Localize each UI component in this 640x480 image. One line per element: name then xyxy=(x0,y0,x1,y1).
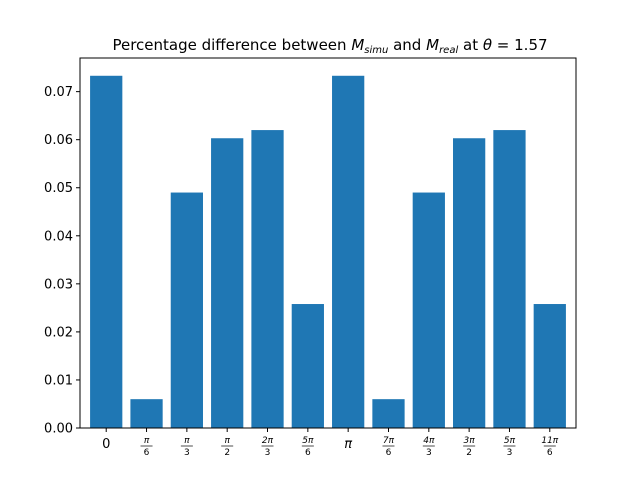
title-m2-sub: real xyxy=(439,45,458,56)
bar-0 xyxy=(90,75,123,428)
y-tick-label-5: 0.05 xyxy=(44,181,73,196)
bars-group xyxy=(90,75,566,428)
x-tick-numerator-10: 5π xyxy=(504,436,516,446)
x-tick-numerator-4: 2π xyxy=(262,436,274,446)
bar-11 xyxy=(533,304,566,428)
title-m1: M xyxy=(351,36,364,54)
x-tick-label-1: π6 xyxy=(140,436,153,458)
x-tick-numerator-5: 5π xyxy=(302,436,314,446)
title-prefix: Percentage difference between xyxy=(112,36,351,54)
x-tick-denominator-5: 6 xyxy=(305,448,311,458)
x-tick-label-9: 3π2 xyxy=(463,436,475,458)
x-tick-label-7: 7π6 xyxy=(382,436,395,458)
y-tick-label-2: 0.02 xyxy=(44,325,73,340)
x-tick-label-8: 4π3 xyxy=(422,436,435,458)
bar-1 xyxy=(130,399,163,428)
y-axis: 0.00 0.01 0.02 0.03 0.04 0.05 0.06 0.07 xyxy=(44,85,80,437)
x-tick-label-6: π xyxy=(344,437,352,452)
y-tick-label-7: 0.07 xyxy=(44,85,73,100)
x-tick-numerator-2: π xyxy=(184,436,190,446)
bar-8 xyxy=(412,192,445,428)
x-tick-label-2: π3 xyxy=(180,436,193,458)
y-tick-label-4: 0.04 xyxy=(44,229,73,244)
bar-10 xyxy=(493,130,526,428)
x-tick-denominator-1: 6 xyxy=(144,448,150,458)
bar-6 xyxy=(332,75,365,428)
x-tick-denominator-11: 6 xyxy=(547,448,553,458)
x-tick-numerator-9: 3π xyxy=(464,436,476,446)
bar-7 xyxy=(372,399,405,428)
title-middle: and xyxy=(388,36,426,54)
bar-3 xyxy=(211,138,244,428)
x-tick-denominator-10: 3 xyxy=(507,448,513,458)
x-tick-numerator-1: π xyxy=(144,436,150,446)
bar-9 xyxy=(453,138,486,428)
y-tick-label-3: 0.03 xyxy=(44,277,73,292)
plot-frame xyxy=(79,57,577,429)
y-tick-label-1: 0.01 xyxy=(44,373,73,388)
title-suffix-pre: at xyxy=(458,36,483,54)
y-tick-label-0: 0.00 xyxy=(44,422,73,437)
title-suffix-post: = 1.57 xyxy=(492,36,548,54)
x-tick-label-5: 5π6 xyxy=(301,436,314,458)
bar-4 xyxy=(251,130,284,428)
x-tick-label-10: 5π3 xyxy=(503,436,516,458)
chart-title: Percentage difference between Msimu and … xyxy=(112,36,547,56)
x-tick-numerator-7: 7π xyxy=(383,436,395,446)
x-tick-numerator-8: 4π xyxy=(423,436,435,446)
x-tick-denominator-8: 3 xyxy=(426,448,432,458)
x-tick-numerator-11: 11π xyxy=(541,436,558,446)
x-tick-denominator-7: 6 xyxy=(386,448,392,458)
x-tick-denominator-4: 3 xyxy=(265,448,271,458)
bar-5 xyxy=(291,304,324,428)
x-tick-denominator-9: 2 xyxy=(466,448,472,458)
x-tick-label-4: 2π3 xyxy=(261,436,274,458)
x-tick-denominator-2: 3 xyxy=(184,448,190,458)
x-tick-label-3: π2 xyxy=(221,436,234,458)
title-m2: M xyxy=(426,36,439,54)
bar-2 xyxy=(170,192,203,428)
title-theta: θ xyxy=(483,36,492,54)
x-tick-label-0: 0 xyxy=(102,437,110,452)
x-tick-numerator-3: π xyxy=(224,436,230,446)
title-m1-sub: simu xyxy=(364,45,388,56)
y-tick-label-6: 0.06 xyxy=(44,133,73,148)
x-tick-denominator-3: 2 xyxy=(224,448,230,458)
